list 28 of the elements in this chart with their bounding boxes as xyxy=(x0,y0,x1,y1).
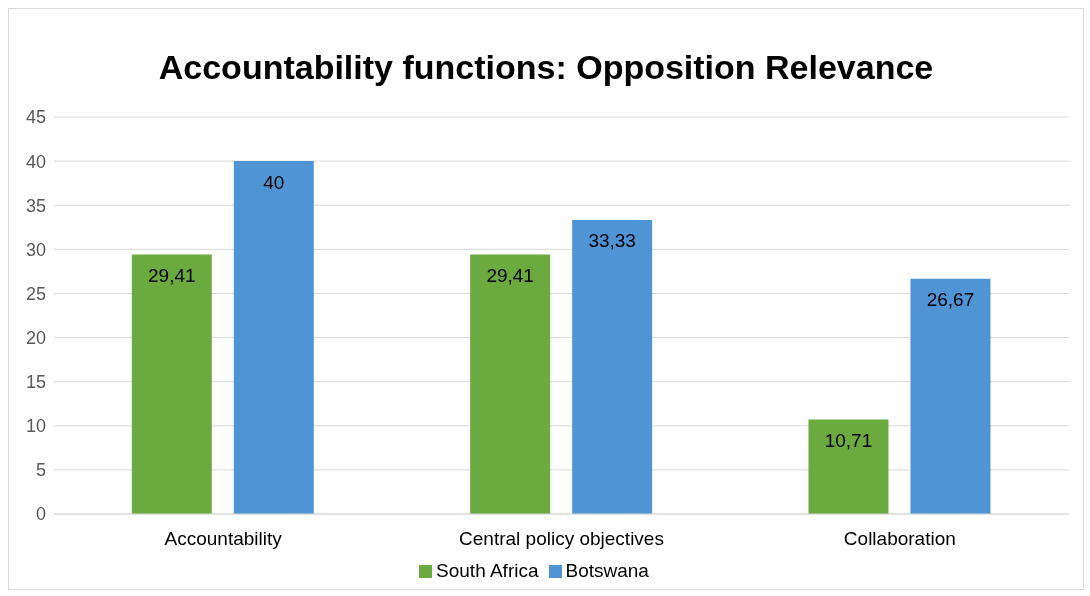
data-label: 33,33 xyxy=(588,230,636,252)
y-tick-label: 20 xyxy=(25,327,46,348)
y-tick-label: 0 xyxy=(35,504,46,525)
bar xyxy=(910,278,991,514)
legend-label: South Africa xyxy=(436,560,539,581)
chart-title: Accountability functions: Opposition Relevance xyxy=(157,47,935,88)
bar xyxy=(572,219,653,514)
x-tick-label: Central policy objectives xyxy=(459,528,664,550)
y-tick-label: 5 xyxy=(35,460,46,481)
y-tick-label: 10 xyxy=(25,416,46,437)
bar xyxy=(470,254,551,514)
data-label: 29,41 xyxy=(148,265,196,287)
y-tick-label: 25 xyxy=(25,283,46,304)
legend-label: Botswana xyxy=(565,560,649,581)
y-tick-label: 35 xyxy=(25,195,46,216)
y-tick-label: 15 xyxy=(25,372,46,393)
y-tick-label: 40 xyxy=(25,151,46,172)
bar xyxy=(131,254,212,514)
data-label: 26,67 xyxy=(926,289,975,311)
data-label: 10,71 xyxy=(824,430,873,451)
bar xyxy=(808,419,889,514)
y-tick-label: 45 xyxy=(25,107,46,128)
data-label: 40 xyxy=(263,171,285,193)
x-tick-label: Collaboration xyxy=(843,528,956,550)
y-tick-label: 30 xyxy=(25,239,46,260)
data-label: 29,41 xyxy=(486,265,534,287)
bar xyxy=(233,161,314,514)
x-tick-label: Accountability xyxy=(164,528,283,550)
